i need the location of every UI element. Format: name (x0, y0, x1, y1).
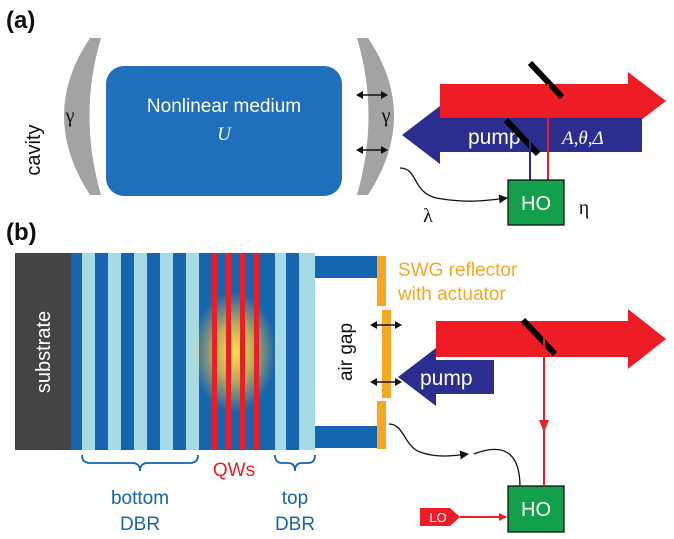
bottom-dbr-brace (81, 454, 199, 472)
panel-a-label: (a) (6, 7, 35, 34)
mirror-left-gamma: γ (65, 105, 75, 127)
bottom-dbr-line1: bottom (111, 488, 169, 509)
bottom-dbr-layer (108, 253, 121, 450)
feedback-line-b-lower (388, 423, 469, 460)
quantum-well (212, 253, 217, 450)
bottom-dbr-line2: DBR (120, 514, 160, 535)
active-region-glow (192, 292, 276, 412)
feedback-line-b-upper (473, 448, 521, 488)
cavity-mirror-right (357, 38, 394, 195)
mirror-right-gamma: γ (381, 105, 391, 127)
eta-symbol: η (579, 197, 589, 219)
medium-title: Nonlinear medium (147, 96, 301, 117)
cavity-mirror-left (64, 38, 101, 195)
medium-symbol: U (217, 124, 232, 145)
swg-reflector-middle (382, 310, 391, 398)
lo-label: LO (429, 510, 446, 525)
lambda-symbol: λ (423, 205, 433, 227)
nonlinear-medium (106, 66, 342, 196)
quantum-well (240, 253, 245, 450)
red-beam-a (440, 72, 666, 130)
actuator-arrow-top (370, 321, 402, 329)
bottom-dbr-layer (82, 253, 95, 450)
pump-label-a: pump (468, 126, 521, 149)
quantum-well (254, 253, 259, 450)
top-dbr-layer (299, 253, 315, 450)
feedback-line-a (399, 167, 508, 204)
qws-label: QWs (213, 460, 255, 481)
top-dbr-layer (275, 253, 286, 450)
air-gap-label: air gap (336, 323, 357, 381)
beam-splitter-bottom-a (503, 117, 541, 157)
ho-label-b: HO (521, 499, 551, 521)
pump-label-b: pump (420, 367, 473, 390)
swg-label-line1: SWG reflector (398, 260, 518, 281)
swg-label-line2: with actuator (397, 284, 506, 305)
bottom-dbr-layer (134, 253, 147, 450)
mirror-motion-arrow-bottom (356, 146, 388, 154)
ho-label-a: HO (521, 193, 551, 215)
beam-params: A,θ,Δ (560, 128, 604, 149)
ho-box-b (507, 485, 565, 533)
beam-splitter-b (520, 317, 558, 357)
spacer-bottom (315, 426, 377, 448)
panel-b: (b) substrate air gap (6, 219, 666, 535)
substrate-label: substrate (33, 311, 55, 393)
probe-arrowhead-b (539, 420, 549, 432)
panel-b-label: (b) (6, 219, 37, 246)
mirror-motion-arrow-top (356, 91, 388, 99)
ho-box-a (507, 179, 565, 226)
spacer-top (315, 256, 377, 278)
top-dbr-brace (274, 454, 316, 472)
red-beam-b (436, 309, 666, 369)
bottom-dbr-layer (160, 253, 173, 450)
quantum-well (226, 253, 231, 450)
lo-source (420, 508, 460, 526)
panel-a: (a) cavity γ γ Nonlinear medium U λ p (6, 7, 666, 227)
substrate (15, 253, 71, 450)
swg-reflector-top (377, 256, 386, 306)
actuator-arrow-bottom (370, 378, 402, 386)
dbr-stack (71, 253, 315, 450)
pump-arrow-b (398, 348, 494, 406)
swg-reflector-bottom (377, 401, 386, 449)
top-dbr-line2: DBR (275, 514, 315, 535)
cavity-label: cavity (23, 124, 45, 175)
top-dbr-line1: top (282, 488, 308, 509)
beam-splitter-top-a (527, 60, 565, 100)
